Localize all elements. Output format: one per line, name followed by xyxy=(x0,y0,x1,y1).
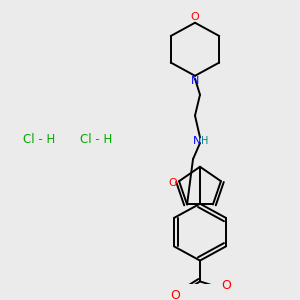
Text: O: O xyxy=(170,289,180,300)
Text: O: O xyxy=(190,12,200,22)
Text: O: O xyxy=(221,279,231,292)
Text: N: N xyxy=(191,76,199,86)
Text: Cl - H: Cl - H xyxy=(23,133,55,146)
Text: O: O xyxy=(169,178,178,188)
Text: Cl - H: Cl - H xyxy=(80,133,112,146)
Text: N: N xyxy=(193,136,201,146)
Text: H: H xyxy=(201,136,209,146)
